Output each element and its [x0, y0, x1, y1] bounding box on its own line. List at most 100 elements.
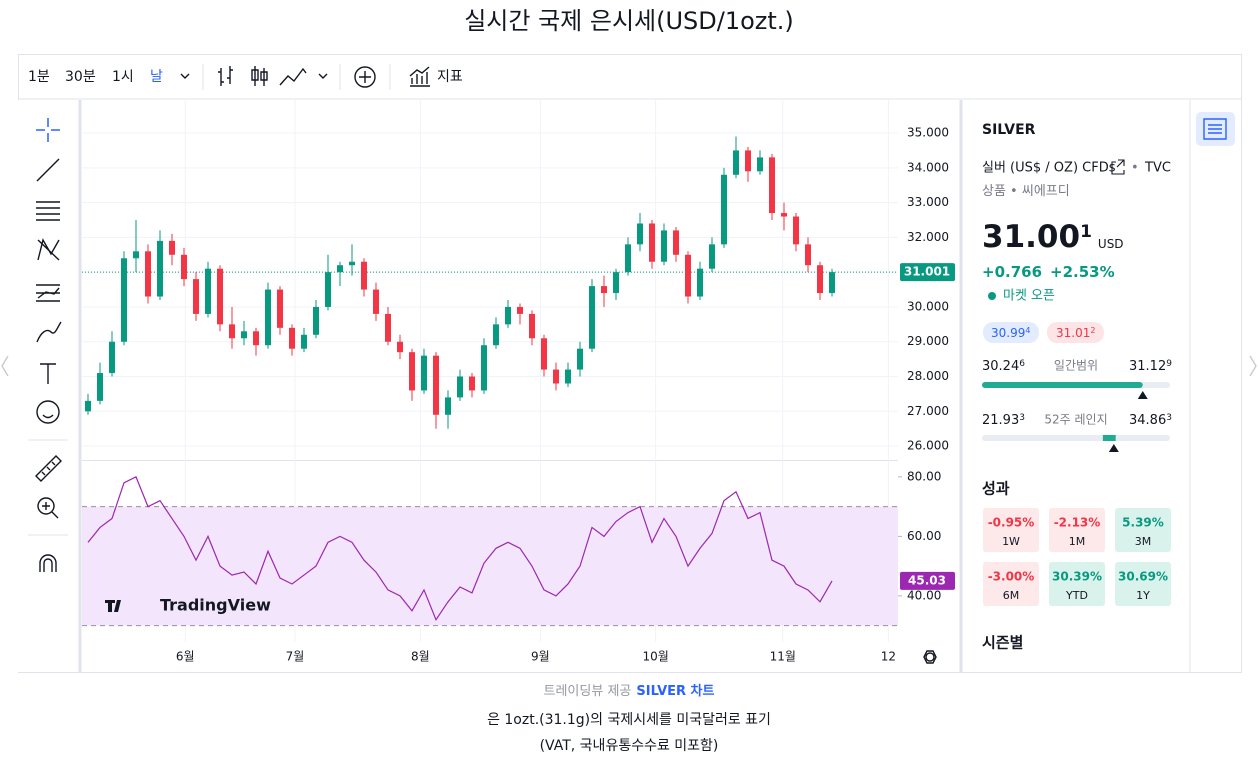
rsi-tick-label: 60.00 [907, 529, 941, 543]
seasonal-title: 시즌별 [982, 634, 1023, 652]
area-icon[interactable] [279, 67, 307, 86]
pane-separator [82, 460, 898, 461]
ruler-tool[interactable] [35, 455, 62, 482]
candle-body [805, 244, 811, 266]
ticker: SILVER [982, 122, 1036, 138]
candle-body [505, 306, 511, 325]
candle-body [529, 313, 535, 339]
candle-body [121, 258, 127, 342]
last-price-tag-bg [900, 263, 955, 282]
external-link-icon[interactable] [1111, 159, 1125, 175]
candle-body [157, 240, 163, 297]
status-dot [988, 292, 996, 300]
interval-active[interactable]: 날 [150, 69, 163, 85]
candle-body [721, 174, 727, 245]
candles-icon[interactable] [251, 66, 268, 86]
y-tick-label: 35.000 [907, 126, 949, 140]
candle-body [145, 251, 151, 297]
brush-tool[interactable] [36, 321, 62, 343]
last-price-tag: 31.001 [904, 265, 950, 279]
zoom-tool[interactable] [42, 502, 59, 519]
candle-body [709, 244, 715, 269]
candle-body [277, 289, 283, 328]
attribution: 트레이딩뷰 제공 SILVER 차트 [544, 683, 715, 699]
bid-pill [983, 322, 1039, 343]
y-tick-label: 32.000 [907, 230, 949, 244]
rsi-band [82, 506, 898, 626]
compare-icon[interactable] [354, 66, 376, 88]
candle-body [349, 261, 355, 266]
drawing-toolbar [18, 100, 80, 672]
attribution-link[interactable]: SILVER 차트 [636, 683, 714, 699]
rsi-tick-label: 40.00 [907, 588, 941, 602]
indicators-button[interactable]: 지표 [437, 69, 463, 85]
interval[interactable]: 1분 [28, 69, 50, 85]
pattern-tool[interactable] [37, 238, 60, 261]
performance-box[interactable] [1115, 508, 1171, 552]
indicator-icon[interactable] [409, 66, 430, 87]
candle-body [817, 265, 823, 294]
bid: 30.994 [991, 326, 1030, 340]
performance-box[interactable] [1049, 508, 1105, 552]
bars-icon[interactable] [218, 66, 233, 86]
next-arrow[interactable] [1249, 355, 1257, 377]
x-tick-label: 9월 [531, 650, 550, 664]
prev-arrow[interactable] [1, 355, 9, 377]
performance-value: -2.13% [1054, 516, 1101, 530]
rsi-tick-label: 80.00 [907, 469, 941, 483]
performance-period: 6M [1003, 589, 1020, 602]
change: +0.766 +2.53% [982, 263, 1115, 281]
top-toolbar: 1분 30분 1시 날 지표 [28, 64, 463, 90]
performance-title: 성과 [982, 480, 1010, 498]
performance-box[interactable] [983, 562, 1039, 606]
candle-body [241, 331, 247, 339]
price: 31.001USD [982, 219, 1124, 255]
y-tick-label: 34.000 [907, 160, 949, 174]
candle-body [229, 324, 235, 339]
emoji-tool[interactable] [42, 414, 54, 419]
dropdown-icon[interactable] [318, 73, 328, 79]
text-tool[interactable] [40, 363, 56, 384]
forecast-tool[interactable] [36, 284, 60, 302]
dot: • [1131, 161, 1139, 176]
candle-body [397, 341, 403, 353]
interval[interactable]: 30분 [65, 69, 96, 85]
rsi-line [87, 476, 833, 621]
candle-body [757, 157, 763, 172]
candle-body [685, 254, 691, 297]
performance-period: 1M [1069, 535, 1086, 548]
candle-body [697, 268, 703, 297]
w52-high: 34.863 [1129, 413, 1172, 428]
page-title: 실시간 국제 은시세(USD/1ozt.) [464, 7, 794, 35]
candle-body [469, 376, 475, 391]
day-range-marker [1137, 391, 1148, 399]
compare-icon[interactable] [359, 71, 371, 83]
interval[interactable]: 1시 [112, 69, 134, 85]
performance-box[interactable] [1049, 562, 1105, 606]
candle-body [85, 400, 91, 412]
candle-body [289, 327, 295, 349]
trendline-tool[interactable] [36, 158, 60, 182]
candle-body [637, 223, 643, 245]
zoom-tool[interactable] [37, 497, 55, 515]
candle-body [625, 244, 631, 273]
description: 실버 (US$ / OZ) CFDs [982, 161, 1116, 176]
candle-body [97, 373, 103, 401]
candle-body [793, 216, 799, 245]
crosshair-tool[interactable] [36, 118, 60, 142]
y-tick-label: 27.000 [907, 404, 949, 418]
dropdown-icon[interactable] [180, 73, 190, 79]
performance-value: 5.39% [1122, 516, 1164, 530]
performance-box[interactable] [983, 508, 1039, 552]
candle-body [517, 306, 523, 314]
magnet-tool[interactable] [39, 554, 57, 572]
settings-icon[interactable] [923, 650, 937, 664]
ask: 31.012 [1056, 326, 1095, 340]
ask-pill [1047, 322, 1104, 343]
emoji-tool[interactable] [36, 400, 60, 424]
x-tick-label: 11월 [770, 650, 796, 664]
fib-tool[interactable] [36, 201, 60, 221]
performance-box[interactable] [1115, 562, 1171, 606]
